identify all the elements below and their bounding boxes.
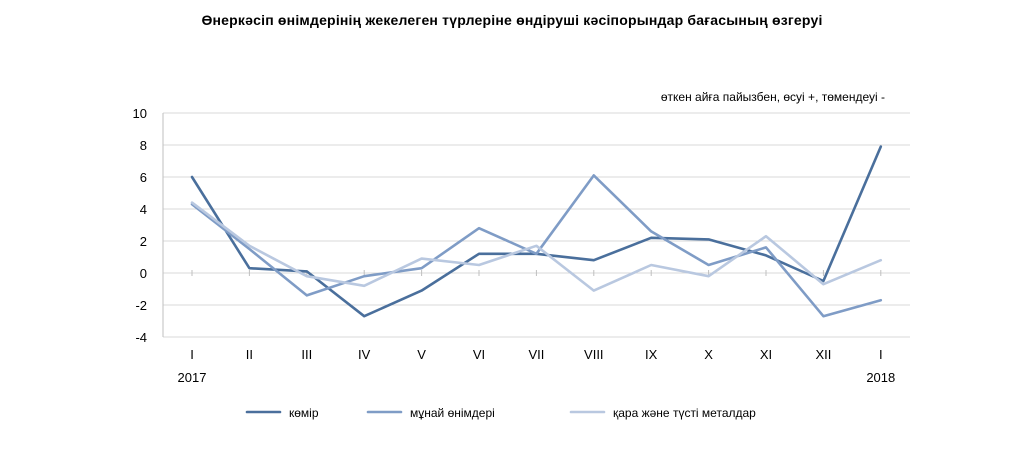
y-tick-label: 2 (140, 234, 147, 249)
x-tick-label: II (246, 347, 253, 362)
x-tick-label: III (301, 347, 312, 362)
legend-label: қара және түсті металдар (613, 406, 756, 420)
x-tick-label: XI (760, 347, 772, 362)
units-note: өткен айға пайызбен, өсуі +, төмендеуі - (661, 90, 885, 104)
series-lines (190, 145, 883, 318)
x-tick-label: IX (645, 347, 658, 362)
x-tick-label: VII (528, 347, 544, 362)
x-tick-label: V (417, 347, 426, 362)
legend: көмір мұнай өнімдері қара және түсті метал… (245, 406, 756, 420)
x-tick-label: VIII (584, 347, 604, 362)
x-tick-label: I (190, 347, 194, 362)
y-tick-label: 10 (133, 106, 147, 121)
y-tick-label: 8 (140, 138, 147, 153)
series-line-2 (190, 174, 883, 318)
year-label: 2018 (866, 370, 895, 385)
x-tick-label: IV (358, 347, 371, 362)
y-tick-label: 4 (140, 202, 147, 217)
legend-label: мұнай өнімдері (410, 406, 495, 420)
x-tick-label: XII (815, 347, 831, 362)
gridlines (163, 112, 910, 338)
chart-title: Өнеркәсіп өнімдерінің жекелеген түрлерін… (201, 12, 823, 28)
year-label: 2017 (178, 370, 207, 385)
y-tick-label: -2 (135, 298, 147, 313)
series-line-3 (190, 201, 883, 292)
y-tick-label: -4 (135, 330, 147, 345)
y-tick-label: 0 (140, 266, 147, 281)
x-tick-label: X (704, 347, 713, 362)
series-line-1 (190, 145, 883, 318)
x-tick-label: I (879, 347, 883, 362)
legend-label: көмір (289, 406, 319, 420)
x-tick-label: VI (473, 347, 485, 362)
y-tick-label: 6 (140, 170, 147, 185)
